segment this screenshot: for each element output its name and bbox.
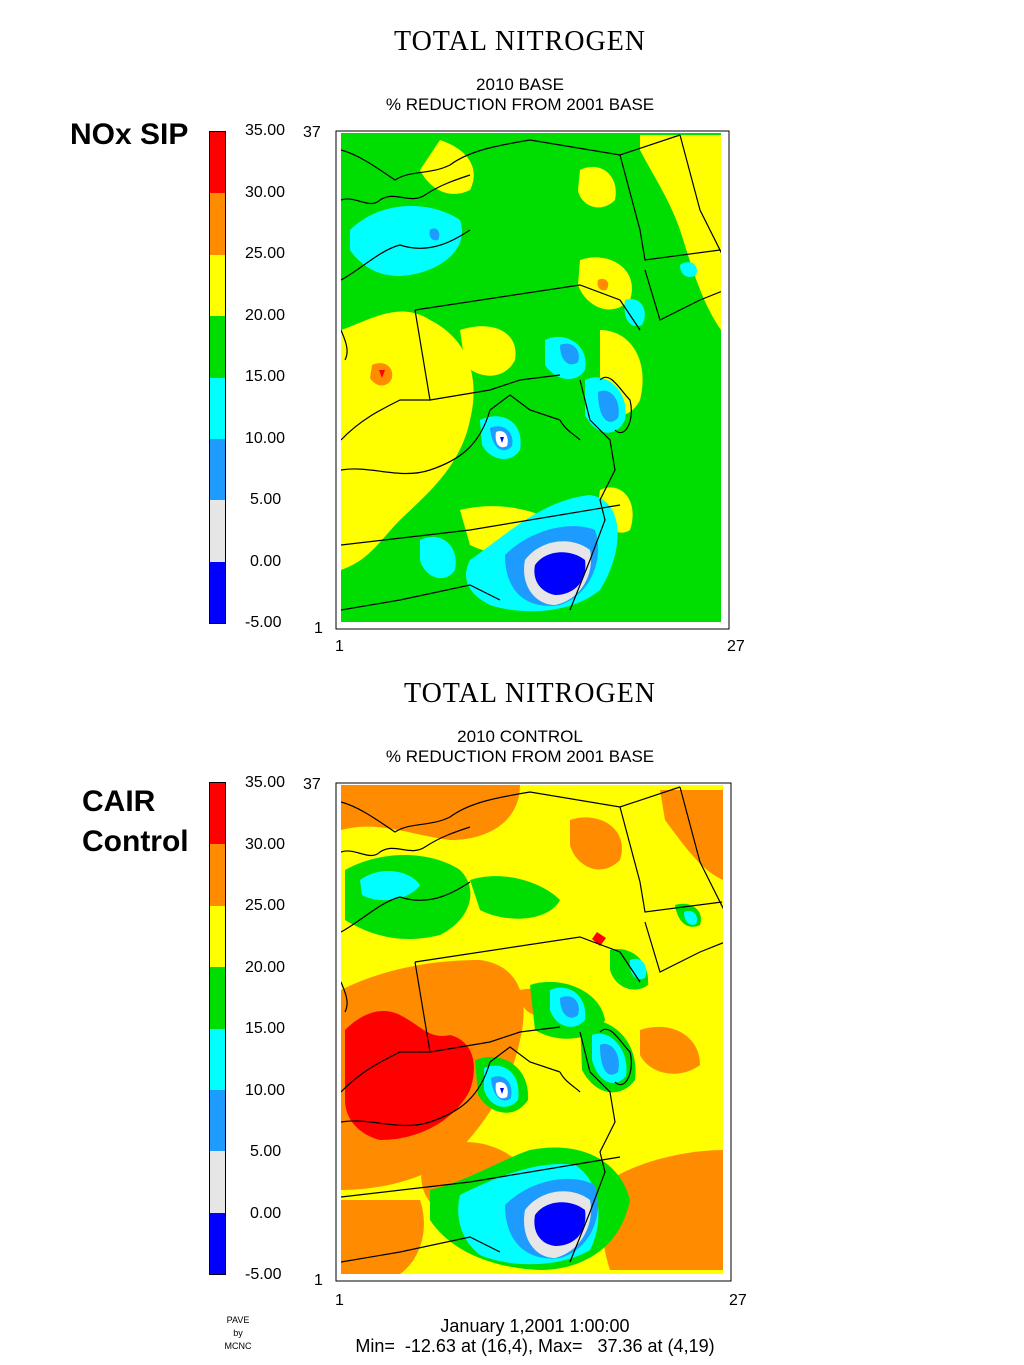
panel1-subtitle-scenario: 2010 BASE xyxy=(476,75,564,94)
concentration-region xyxy=(680,262,697,277)
panel2-colorbar-tick: 35.00 xyxy=(245,774,286,791)
panel2-x-max-label: 27 xyxy=(729,1292,747,1309)
concentration-region xyxy=(660,790,723,880)
colorbar-bin-blue xyxy=(210,561,225,624)
concentration-region xyxy=(570,817,622,870)
colorbar-bin-green xyxy=(210,316,225,378)
panel2-colorbar-tick: 30.00 xyxy=(245,836,286,853)
panel1-side-label: NOx SIP xyxy=(70,115,210,155)
concentration-region xyxy=(460,326,516,376)
panel1-colorbar-tick: 35.00 xyxy=(245,122,286,139)
concentration-region xyxy=(345,1010,474,1140)
pave-logo-line: MCNC xyxy=(224,1341,252,1351)
colorbar-bin-orange xyxy=(210,193,225,255)
panel2-colorbar-tick: 15.00 xyxy=(245,1020,286,1037)
pave-logo-line: PAVE xyxy=(226,1315,250,1325)
concentration-region xyxy=(360,870,420,901)
panel2-colorbar-tick: 20.00 xyxy=(245,959,286,976)
panel2-subtitle-metric: % REDUCTION FROM 2001 BASE xyxy=(385,747,655,766)
colorbar-bin-cyan xyxy=(210,1028,225,1090)
concentration-region xyxy=(470,876,560,919)
panel2-colorbar-tick: 5.00 xyxy=(250,1143,282,1160)
panel2-y-max-label: 37 xyxy=(303,776,321,793)
footer-date: January 1,2001 1:00:00 xyxy=(440,1316,630,1336)
panel2-title: TOTAL NITROGEN xyxy=(403,678,657,709)
concentration-region xyxy=(534,552,586,595)
panel2-colorbar-tick: 25.00 xyxy=(245,897,286,914)
concentration-region xyxy=(629,958,647,980)
panel1-y-min-label: 1 xyxy=(314,620,323,637)
panel1-y-max-label: 37 xyxy=(303,124,321,141)
panel1-colorbar-tick: 30.00 xyxy=(245,184,286,201)
colorbar-bin-lightblue xyxy=(210,438,225,501)
pave-logo: PAVE by MCNC xyxy=(216,1314,260,1353)
concentration-region xyxy=(350,206,462,276)
panel2-colorbar-tick: -5.00 xyxy=(245,1266,282,1283)
concentration-region xyxy=(592,932,606,946)
concentration-region xyxy=(500,1088,504,1094)
panel2-colorbar xyxy=(209,782,226,1275)
panel1-x-min-label: 1 xyxy=(335,638,344,655)
panel2-colorbar-tick: 10.00 xyxy=(245,1082,286,1099)
panel1-colorbar-tick: 20.00 xyxy=(245,307,286,324)
colorbar-bin-lightblue xyxy=(210,1089,225,1152)
concentration-region xyxy=(640,1026,700,1074)
colorbar-bin-gray xyxy=(210,500,225,562)
panel2-side-label: CAIR Control xyxy=(82,782,212,862)
panel1-side-label-line: NOx SIP xyxy=(70,118,189,151)
concentration-region xyxy=(560,996,579,1018)
panel2-side-label-line: CAIR xyxy=(82,785,156,818)
panel1-colorbar xyxy=(209,131,226,624)
panel1-colorbar-tick: 15.00 xyxy=(245,368,286,385)
panel2-y-min-label: 1 xyxy=(314,1272,323,1289)
panel1-subtitle-metric: % REDUCTION FROM 2001 BASE xyxy=(385,95,655,114)
concentration-region xyxy=(500,437,504,443)
panel1-map xyxy=(335,130,730,630)
panel1-colorbar-tick: -5.00 xyxy=(245,614,282,631)
pave-logo-line: by xyxy=(233,1328,243,1338)
panel2-map xyxy=(335,782,732,1282)
colorbar-bin-cyan xyxy=(210,377,225,439)
concentration-region xyxy=(534,1202,586,1246)
state-boundaries xyxy=(341,134,721,611)
panel1-colorbar-tick: 0.00 xyxy=(250,553,282,570)
colorbar-bin-green xyxy=(210,967,225,1029)
panel1-title: TOTAL NITROGEN xyxy=(393,26,647,57)
colorbar-bin-gray xyxy=(210,1151,225,1213)
concentration-region xyxy=(640,135,721,330)
concentration-region xyxy=(345,855,471,940)
concentration-region xyxy=(341,1200,424,1274)
concentration-region xyxy=(602,1150,723,1270)
concentration-region xyxy=(624,299,645,327)
panel2-colorbar-tick: 0.00 xyxy=(250,1205,282,1222)
colorbar-bin-red xyxy=(210,783,225,845)
concentration-region xyxy=(429,228,440,241)
colorbar-bin-yellow xyxy=(210,254,225,317)
concentration-region xyxy=(684,910,698,925)
concentration-region xyxy=(420,536,456,579)
colorbar-bin-yellow xyxy=(210,905,225,968)
colorbar-bin-red xyxy=(210,132,225,194)
panel2-x-min-label: 1 xyxy=(335,1292,344,1309)
state-boundaries xyxy=(341,786,723,1263)
footer-minmax: Min= -12.63 at (16,4), Max= 37.36 at (4,… xyxy=(355,1336,715,1356)
concentration-region xyxy=(379,370,385,378)
panel1-x-max-label: 27 xyxy=(727,638,745,655)
panel2-side-label-line: Control xyxy=(82,825,189,858)
concentration-region xyxy=(578,166,616,208)
colorbar-bin-blue xyxy=(210,1212,225,1275)
panel1-colorbar-tick: 5.00 xyxy=(250,491,282,508)
concentration-region xyxy=(560,343,579,365)
panel2-subtitle-scenario: 2010 CONTROL xyxy=(457,727,583,746)
concentration-region xyxy=(598,390,619,422)
concentration-region xyxy=(600,1044,619,1075)
concentration-region xyxy=(597,278,609,291)
colorbar-bin-orange xyxy=(210,844,225,906)
panel1-colorbar-tick: 10.00 xyxy=(245,430,286,447)
panel1-colorbar-tick: 25.00 xyxy=(245,245,286,262)
